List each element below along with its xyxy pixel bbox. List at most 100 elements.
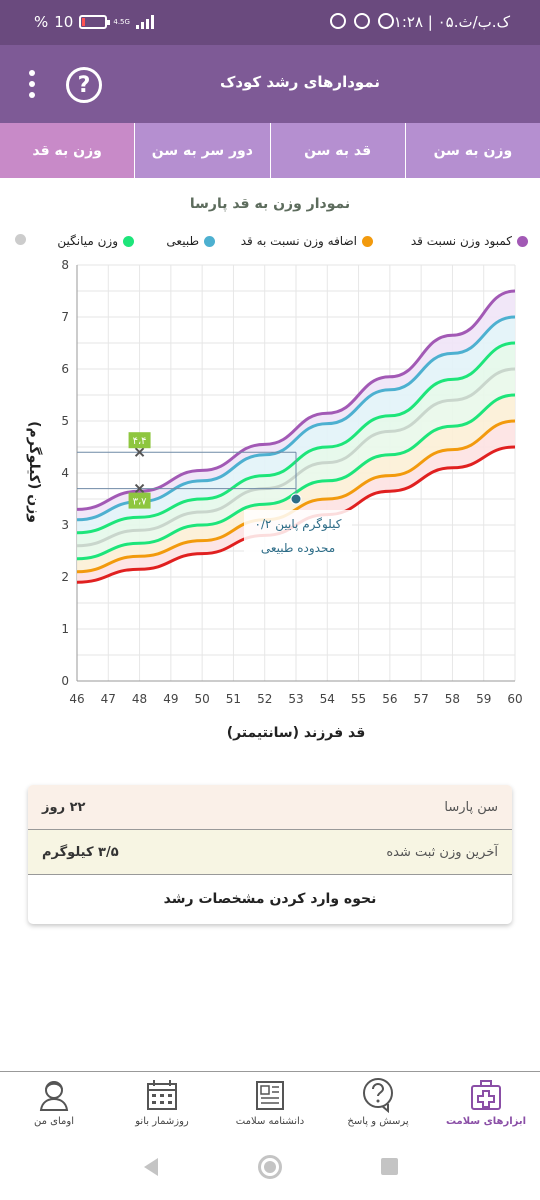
y-tick-label: 5 <box>61 414 69 428</box>
x-tick-label: 48 <box>132 692 147 706</box>
y-ticks: 0 1 2 3 4 5 6 7 8 <box>61 258 69 688</box>
more-options-button[interactable] <box>25 67 39 103</box>
chart-markers: ۴،۴ ۳،۷ <box>128 432 302 509</box>
home-icon[interactable] <box>258 1155 282 1179</box>
annotation-line-1: ۰/۲ کیلوگرم پایین <box>255 517 342 532</box>
growth-curve <box>76 367 516 548</box>
legend-item-average: وزن میانگین <box>57 234 134 248</box>
legend-item-overweight: اضافه وزن نسبت به قد <box>241 234 373 248</box>
chart-guides <box>77 451 297 499</box>
system-navigation <box>0 1136 540 1200</box>
recent-apps-icon[interactable] <box>381 1158 398 1175</box>
legend-label: کمبود وزن نسبت قد <box>410 234 512 248</box>
legend-dot <box>204 235 215 247</box>
y-tick-label: 0 <box>61 674 69 688</box>
x-tick-label: 47 <box>101 692 116 706</box>
bottom-navigation: ابزارهای سلامت پرسش و پاسخ دانشنامه سلام… <box>0 1071 540 1136</box>
status-bar: % 10 4.5G ۱:۲۸ | ۰۵.ک.ب/ث <box>0 0 540 45</box>
y-tick-label: 3 <box>61 518 69 532</box>
legend-label: اضافه وزن نسبت به قد <box>240 234 357 248</box>
growth-curve <box>76 315 516 522</box>
nav-label: اومای من <box>34 1116 74 1127</box>
chart-title: نمودار وزن به قد پارسا <box>189 196 351 212</box>
x-ticks: 46 47 48 49 50 51 52 53 54 55 56 57 58 59 60 <box>69 692 522 706</box>
growth-curve <box>76 341 516 535</box>
legend-item-normal: طبیعی <box>166 234 215 248</box>
nav-my-profile[interactable]: اومای من <box>0 1072 108 1136</box>
x-axis-label: قد فرزند (سانتیمتر) <box>227 725 366 741</box>
x-tick-label: 54 <box>320 692 335 706</box>
chart-curves <box>76 289 516 584</box>
x-tick-label: 53 <box>288 692 303 706</box>
marker-label: ۴،۴ <box>133 436 147 447</box>
chart-band <box>77 343 515 546</box>
status-notification-icons <box>330 13 394 29</box>
annotation-line-2: محدوده طبیعی <box>261 541 335 556</box>
y-tick-label: 8 <box>61 258 69 272</box>
back-icon[interactable] <box>144 1158 158 1176</box>
y-tick-label: 4 <box>61 466 69 480</box>
badge-icon <box>354 13 370 29</box>
x-tick-label: 58 <box>445 692 460 706</box>
battery-icon <box>79 15 111 29</box>
y-tick-label: 1 <box>61 622 69 636</box>
app-bar: ? نمودارهای رشد کودک <box>0 45 540 123</box>
x-tick-label: 46 <box>69 692 84 706</box>
x-tick-label: 60 <box>507 692 522 706</box>
growth-curve <box>76 393 516 561</box>
battery-level: 10 <box>54 13 74 31</box>
tab-weight-for-height[interactable]: وزن به قد <box>0 123 135 178</box>
nav-calendar[interactable]: روزشمار بانو <box>108 1072 216 1136</box>
last-weight-value: ۳/۵ کیلوگرم <box>42 844 119 860</box>
chart-tabs: وزن به سن قد به سن دور سر به سن وزن به ق… <box>0 123 540 178</box>
newspaper-icon <box>256 1081 284 1110</box>
question-bubble-icon <box>363 1078 393 1113</box>
x-tick-label: 50 <box>195 692 210 706</box>
legend-dot <box>362 235 373 247</box>
status-time: ۱:۲۸ | ۰۵.ک.ب/ث <box>393 13 510 31</box>
how-to-enter-growth-link[interactable]: نحوه وارد کردن مشخصات رشد <box>163 890 377 907</box>
notification-icon <box>330 13 346 29</box>
battery-percent-sign: % <box>34 13 49 31</box>
chart-band <box>77 291 515 520</box>
tab-head-for-age[interactable]: دور سر به سن <box>134 123 269 178</box>
legend-dot <box>15 234 26 245</box>
last-weight-label: آخرین وزن ثبت شده <box>386 844 498 860</box>
legend-label: طبیعی <box>166 234 199 248</box>
age-value: ۲۲ روز <box>42 799 86 815</box>
x-tick-label: 55 <box>351 692 366 706</box>
alarm-icon <box>378 13 394 29</box>
last-weight-row: آخرین وزن ثبت شده ۳/۵ کیلوگرم <box>28 830 512 875</box>
nav-health-tools[interactable]: ابزارهای سلامت <box>432 1072 540 1136</box>
y-tick-label: 7 <box>61 310 69 324</box>
x-tick-label: 57 <box>414 692 429 706</box>
chart-band <box>77 369 515 559</box>
nav-questions[interactable]: پرسش و پاسخ <box>324 1072 432 1136</box>
legend-item-extra <box>15 234 26 245</box>
legend-dot <box>517 235 528 247</box>
child-data-point <box>290 493 302 505</box>
x-tick-label: 56 <box>382 692 397 706</box>
legend-label: وزن میانگین <box>57 234 118 248</box>
calendar-icon <box>147 1080 177 1110</box>
tab-height-for-age[interactable]: قد به سن <box>269 123 405 178</box>
help-button[interactable]: ? <box>66 67 102 103</box>
marker-badge <box>128 432 151 449</box>
marker-x <box>134 447 145 457</box>
x-tick-label: 51 <box>226 692 241 706</box>
x-tick-label: 49 <box>163 692 178 706</box>
age-row: سن پارسا ۲۲ روز <box>28 785 512 830</box>
marker-x <box>134 483 145 494</box>
nav-label: پرسش و پاسخ <box>347 1116 409 1127</box>
page-title: نمودارهای رشد کودک <box>219 73 380 91</box>
chart-band <box>77 317 515 533</box>
legend-dot <box>123 235 134 247</box>
nav-label: دانشنامه سلامت <box>235 1116 305 1127</box>
chart-band <box>77 421 515 583</box>
tab-weight-for-age[interactable]: وزن به سن <box>404 123 540 178</box>
status-left: % 10 4.5G <box>34 13 154 31</box>
nav-encyclopedia[interactable]: دانشنامه سلامت <box>216 1072 324 1136</box>
nav-label: ابزارهای سلامت <box>445 1116 527 1127</box>
nav-label: روزشمار بانو <box>135 1116 189 1127</box>
legend-item-underweight: کمبود وزن نسبت قد <box>411 234 528 248</box>
